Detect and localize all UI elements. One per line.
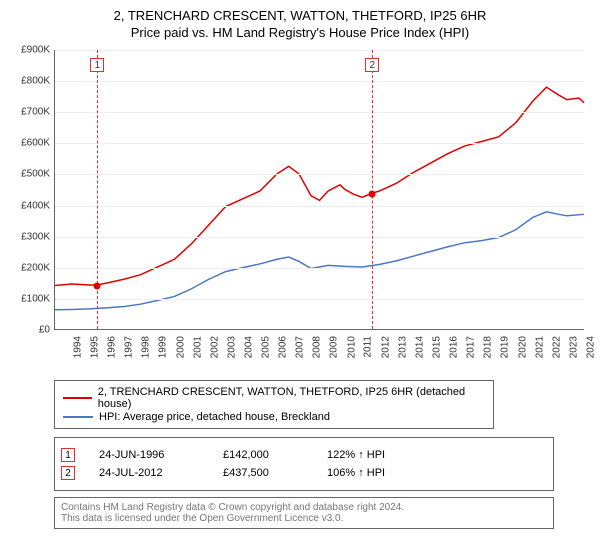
y-axis-label: £700K [21, 107, 50, 118]
y-axis-label: £100K [21, 293, 50, 304]
transaction-row: 1 24-JUN-1996 £142,000 122% ↑ HPI [61, 448, 547, 462]
x-axis-label: 1996 [106, 336, 117, 358]
legend-swatch-price-paid [63, 397, 92, 399]
x-axis-label: 1999 [158, 336, 169, 358]
plot-area: 12 [54, 50, 584, 330]
x-axis-label: 1997 [124, 336, 135, 358]
x-axis-label: 2011 [362, 336, 373, 358]
x-axis-label: 2005 [260, 336, 271, 358]
chart-svg [55, 50, 584, 329]
event-marker-box: 2 [365, 58, 379, 72]
x-axis-label: 1995 [89, 336, 100, 358]
transaction-marker: 1 [61, 448, 75, 462]
x-axis-label: 2016 [448, 336, 459, 358]
x-axis-label: 2004 [243, 336, 254, 358]
x-axis-label: 2015 [431, 336, 442, 358]
sale-dot [369, 190, 376, 197]
chart-container: 12 £0£100K£200K£300K£400K£500K£600K£700K… [12, 46, 588, 376]
x-axis-label: 1994 [72, 336, 83, 358]
y-axis-label: £900K [21, 45, 50, 56]
x-axis-label: 2021 [534, 336, 545, 358]
x-axis-label: 1998 [141, 336, 152, 358]
x-axis-label: 2014 [414, 336, 425, 358]
x-axis-label: 2007 [295, 336, 306, 358]
footnote: Contains HM Land Registry data © Crown c… [54, 497, 554, 529]
transaction-table: 1 24-JUN-1996 £142,000 122% ↑ HPI 2 24-J… [54, 437, 554, 491]
x-axis-label: 2013 [397, 336, 408, 358]
y-axis-label: £400K [21, 200, 50, 211]
x-axis-label: 2001 [192, 336, 203, 358]
transaction-price: £142,000 [223, 449, 303, 461]
legend-swatch-hpi [63, 416, 93, 418]
transaction-row: 2 24-JUL-2012 £437,500 106% ↑ HPI [61, 466, 547, 480]
legend-row-hpi: HPI: Average price, detached house, Brec… [63, 411, 485, 423]
x-axis-label: 2020 [517, 336, 528, 358]
transaction-price: £437,500 [223, 467, 303, 479]
chart-title-subtitle: Price paid vs. HM Land Registry's House … [12, 25, 588, 40]
x-axis-label: 2019 [500, 336, 511, 358]
x-axis-label: 2002 [209, 336, 220, 358]
x-axis-label: 2024 [585, 336, 596, 358]
y-axis-label: £500K [21, 169, 50, 180]
legend-label-hpi: HPI: Average price, detached house, Brec… [99, 411, 330, 423]
x-axis-label: 2012 [380, 336, 391, 358]
transaction-ratio: 122% ↑ HPI [327, 449, 385, 461]
x-axis-label: 2018 [483, 336, 494, 358]
x-axis-label: 2003 [226, 336, 237, 358]
x-axis-label: 2022 [551, 336, 562, 358]
transaction-ratio: 106% ↑ HPI [327, 467, 385, 479]
sale-dot [94, 282, 101, 289]
footnote-line2: This data is licensed under the Open Gov… [61, 513, 547, 524]
x-axis-label: 2017 [465, 336, 476, 358]
x-axis-label: 2009 [329, 336, 340, 358]
y-axis-label: £300K [21, 231, 50, 242]
transaction-date: 24-JUN-1996 [99, 449, 199, 461]
event-marker-box: 1 [90, 58, 104, 72]
transaction-marker: 2 [61, 466, 75, 480]
legend-row-price-paid: 2, TRENCHARD CRESCENT, WATTON, THETFORD,… [63, 386, 485, 410]
transaction-date: 24-JUL-2012 [99, 467, 199, 479]
chart-title-address: 2, TRENCHARD CRESCENT, WATTON, THETFORD,… [12, 8, 588, 23]
y-axis-label: £200K [21, 262, 50, 273]
footnote-line1: Contains HM Land Registry data © Crown c… [61, 502, 547, 513]
chart-title-block: 2, TRENCHARD CRESCENT, WATTON, THETFORD,… [12, 8, 588, 40]
y-axis-label: £600K [21, 138, 50, 149]
x-axis-label: 2023 [568, 336, 579, 358]
y-axis-label: £0 [39, 325, 50, 336]
x-axis-label: 2006 [277, 336, 288, 358]
x-axis-label: 2008 [312, 336, 323, 358]
x-axis-label: 2010 [346, 336, 357, 358]
y-axis-label: £800K [21, 76, 50, 87]
x-axis-label: 2000 [175, 336, 186, 358]
chart-legend: 2, TRENCHARD CRESCENT, WATTON, THETFORD,… [54, 380, 494, 429]
legend-label-price-paid: 2, TRENCHARD CRESCENT, WATTON, THETFORD,… [98, 386, 485, 410]
